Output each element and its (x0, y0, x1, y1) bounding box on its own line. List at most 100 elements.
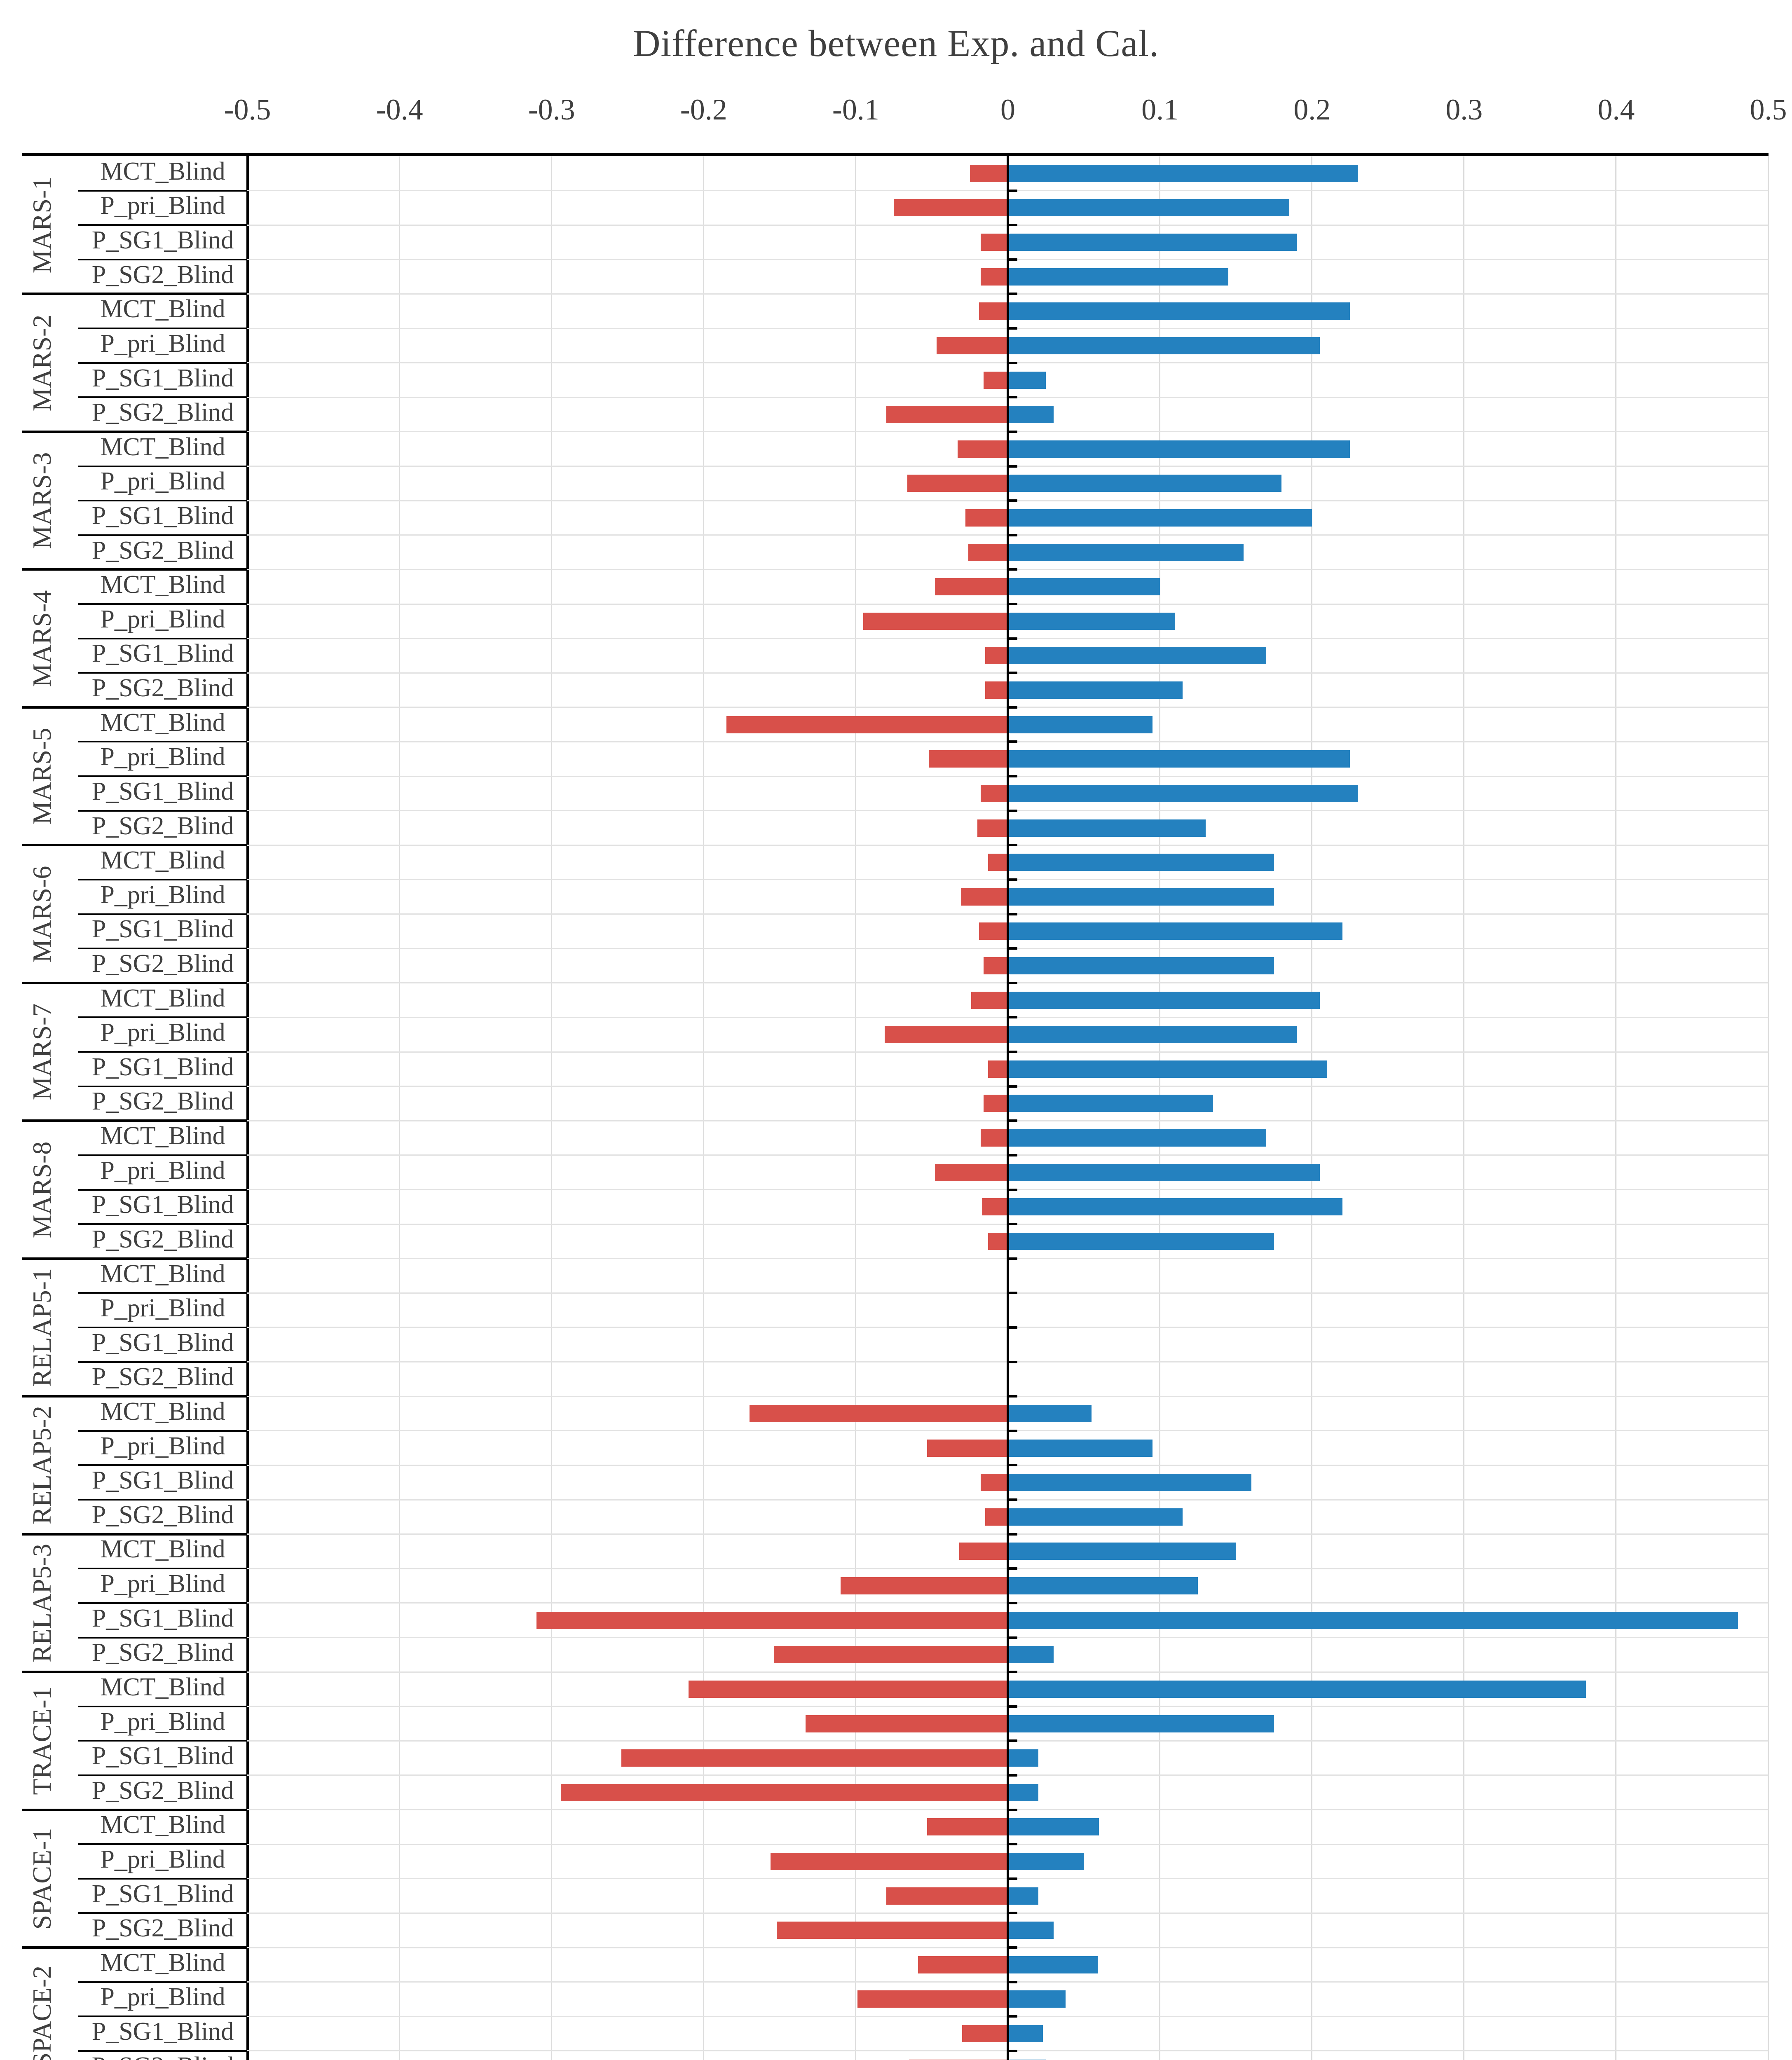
bar-negative (806, 1715, 1008, 1732)
row-label: P_SG1_Blind (91, 1191, 234, 1219)
zero-axis-tick (1009, 740, 1017, 743)
bar-positive (1008, 1474, 1251, 1491)
bar-negative (983, 1095, 1008, 1112)
bar-negative (621, 1749, 1008, 1767)
row-label: P_SG1_Blind (91, 226, 234, 255)
row-separator-line (78, 775, 247, 777)
row-separator-line (78, 1877, 247, 1880)
zero-axis-tick (1009, 396, 1017, 399)
gridline (703, 156, 704, 2060)
zero-axis-line (1007, 156, 1009, 2060)
row-label: MCT_Blind (100, 571, 225, 599)
zero-axis-tick (1009, 1119, 1017, 1122)
row-separator-line (78, 1085, 247, 1087)
zero-axis-tick (1009, 637, 1017, 640)
zero-axis-tick (1009, 1360, 1017, 1363)
row-label: P_SG2_Blind (91, 1914, 234, 1943)
row-separator-line (78, 741, 247, 743)
bar-positive (1008, 1508, 1183, 1526)
row-label: P_SG2_Blind (91, 1776, 234, 1805)
row-separator-line (78, 637, 247, 639)
bar-positive (1008, 1990, 1066, 2008)
zero-axis-tick (1009, 1429, 1017, 1432)
bar-negative (965, 509, 1008, 527)
bar-positive (1008, 612, 1175, 630)
group-label: SPACE-2 (27, 1965, 56, 2060)
zero-axis-tick (1009, 1257, 1017, 1260)
bar-positive (1008, 543, 1244, 561)
group-separator-line (22, 981, 247, 984)
row-label: P_pri_Blind (100, 880, 225, 909)
bar-positive (1008, 1611, 1738, 1629)
row-separator-line (78, 190, 247, 192)
group-label: MARS-6 (27, 866, 56, 962)
group-label: TRACE-1 (27, 1686, 56, 1795)
row-separator-line (78, 1774, 247, 1776)
row-separator-line (78, 2050, 247, 2052)
row-label: P_SG1_Blind (91, 1604, 234, 1632)
bar-negative (968, 543, 1008, 561)
x-tick-label: -0.2 (680, 93, 727, 126)
bar-positive (1008, 1818, 1099, 1836)
zero-axis-tick (1009, 499, 1017, 502)
bar-negative (863, 612, 1008, 630)
zero-axis-tick (1009, 258, 1017, 261)
row-label: P_SG1_Blind (91, 777, 234, 805)
zero-axis-tick (1009, 568, 1017, 571)
plot-left-border (246, 156, 249, 2060)
row-separator-line (78, 1326, 247, 1328)
gridline (855, 156, 856, 2060)
bar-negative (962, 2025, 1008, 2043)
zero-axis-tick (1009, 1912, 1017, 1915)
row-label: P_pri_Blind (100, 1432, 225, 1460)
row-separator-line (78, 328, 247, 330)
row-label: MCT_Blind (100, 1948, 225, 1977)
bar-negative (918, 1956, 1008, 1973)
zero-axis-tick (1009, 981, 1017, 984)
group-separator-line (22, 844, 247, 847)
bar-positive (1008, 1680, 1586, 1698)
bar-positive (1008, 716, 1153, 733)
zero-axis-tick (1009, 1085, 1017, 1088)
bar-negative (927, 1818, 1008, 1836)
group-label: RELAP5-3 (27, 1543, 56, 1662)
row-label: MCT_Blind (100, 1673, 225, 1701)
bar-positive (1008, 164, 1358, 182)
row-label: MCT_Blind (100, 708, 225, 737)
zero-axis-tick (1009, 189, 1017, 192)
group-label: RELAP5-1 (27, 1268, 56, 1387)
x-tick-label: 0 (1000, 93, 1015, 126)
bar-positive (1008, 888, 1274, 906)
row-label: P_SG1_Blind (91, 501, 234, 530)
bar-negative (983, 957, 1008, 974)
bar-negative (935, 1163, 1008, 1181)
row-separator-line (78, 1051, 247, 1053)
bar-negative (980, 234, 1008, 251)
row-separator-line (78, 913, 247, 915)
bar-negative (980, 1474, 1008, 1491)
zero-axis-tick (1009, 1739, 1017, 1742)
row-label: P_pri_Blind (100, 467, 225, 496)
bar-negative (935, 578, 1008, 596)
bar-negative (985, 681, 1008, 699)
bar-positive (1008, 1922, 1054, 1939)
zero-axis-tick (1009, 603, 1017, 606)
bar-positive (1008, 337, 1320, 354)
bar-positive (1008, 750, 1350, 768)
bar-positive (1008, 922, 1343, 940)
x-tick-label: 0.2 (1293, 93, 1331, 126)
row-label: P_pri_Blind (100, 1156, 225, 1184)
bar-negative (958, 440, 1008, 458)
bar-positive (1008, 1749, 1038, 1767)
row-label: P_SG2_Blind (91, 260, 234, 289)
bar-negative (688, 1680, 1008, 1698)
bar-negative (840, 1577, 1008, 1595)
zero-axis-tick (1009, 1016, 1017, 1019)
x-tick-label: 0.5 (1750, 93, 1787, 126)
row-separator-line (78, 1430, 247, 1432)
zero-axis-tick (1009, 293, 1017, 295)
row-separator-line (78, 362, 247, 364)
row-label: MCT_Blind (100, 1259, 225, 1288)
row-separator-line (78, 1602, 247, 1604)
bar-negative (536, 1611, 1008, 1629)
